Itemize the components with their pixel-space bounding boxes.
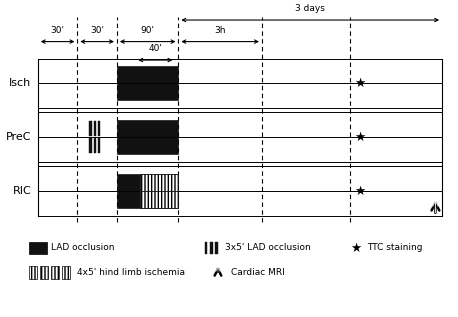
Bar [62, 267, 70, 279]
Bar [98, 138, 100, 153]
Text: TTC staining: TTC staining [367, 243, 423, 252]
Bar [98, 121, 100, 136]
Bar [117, 83, 179, 100]
Text: 30': 30' [50, 26, 65, 35]
Text: 90': 90' [141, 26, 155, 35]
Text: Cardiac MRI: Cardiac MRI [231, 268, 285, 277]
Bar [205, 242, 207, 254]
Text: 40': 40' [148, 44, 162, 53]
Bar [94, 138, 96, 153]
Bar [29, 267, 37, 279]
Bar [210, 242, 213, 254]
Bar [89, 121, 92, 136]
Text: PreC: PreC [6, 132, 31, 142]
Text: RIC: RIC [12, 186, 31, 196]
Bar [89, 138, 92, 153]
Text: 30': 30' [90, 26, 104, 35]
Text: 3h: 3h [214, 26, 226, 35]
Bar [117, 137, 179, 154]
Bar [40, 267, 48, 279]
Bar [117, 66, 179, 83]
Text: Isch: Isch [9, 78, 31, 88]
Text: ★: ★ [354, 184, 365, 197]
Text: ★: ★ [350, 242, 361, 255]
Bar [140, 191, 179, 208]
Bar [94, 121, 96, 136]
Text: 4x5' hind limb ischemia: 4x5' hind limb ischemia [77, 268, 185, 277]
Text: ★: ★ [354, 77, 365, 90]
Bar [140, 174, 179, 191]
Text: ★: ★ [354, 131, 365, 144]
Text: LAD occlusion: LAD occlusion [51, 243, 114, 252]
Bar [117, 191, 179, 208]
Bar [117, 174, 179, 191]
Bar [51, 267, 59, 279]
Bar [215, 242, 218, 254]
Bar [29, 242, 47, 254]
Text: 3 days: 3 days [295, 4, 325, 13]
Text: 3x5' LAD occlusion: 3x5' LAD occlusion [224, 243, 311, 252]
Bar [117, 120, 179, 137]
